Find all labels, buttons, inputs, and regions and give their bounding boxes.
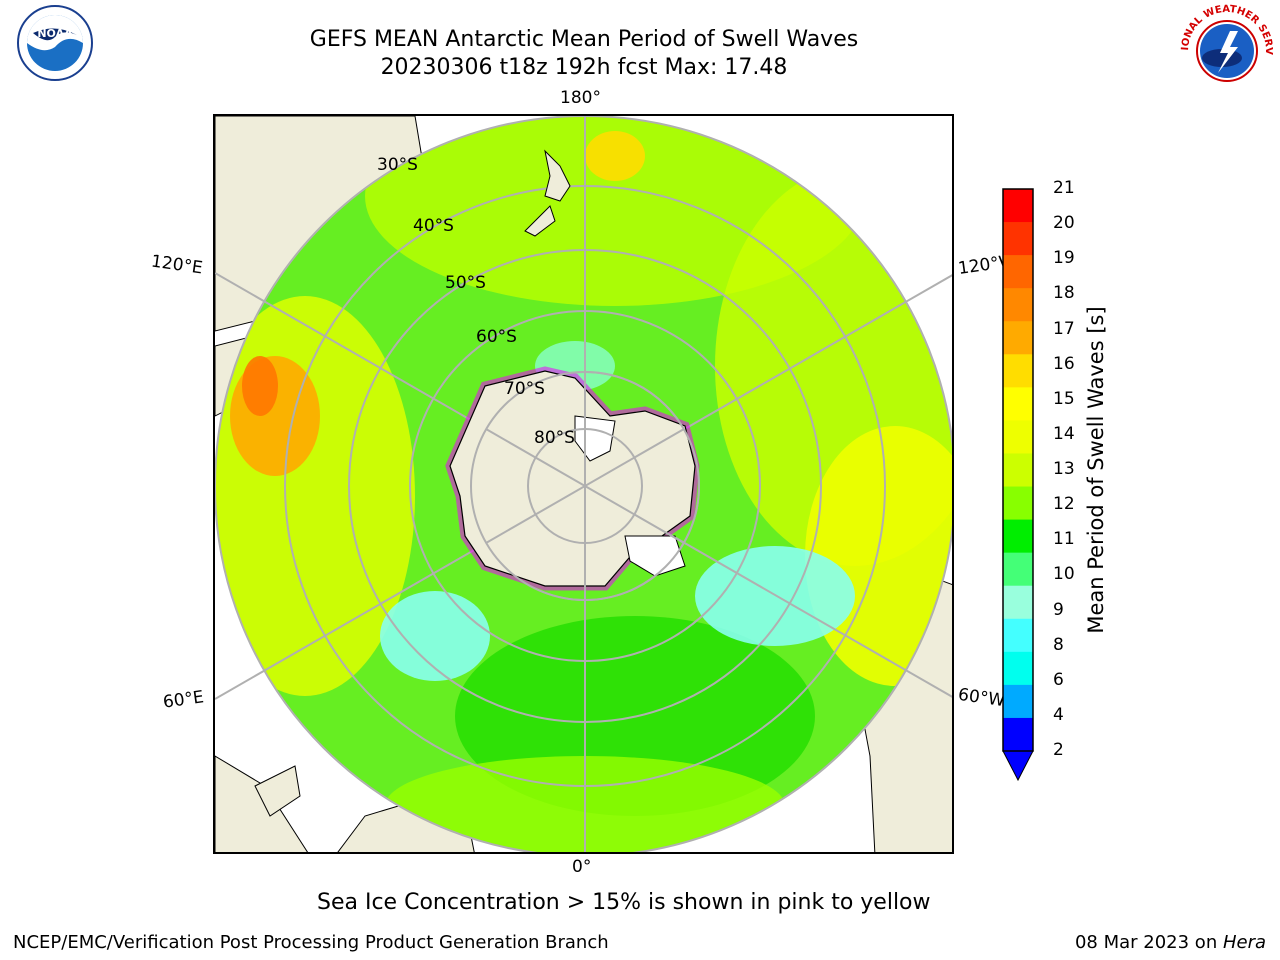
lon-label-0: 0° [572,857,592,877]
colorbar-segment [1003,552,1033,587]
lon-label-120e: 120°E [149,251,204,279]
lat-label-70s: 70°S [504,379,545,399]
colorbar-segment [1003,651,1033,686]
colorbar-tick-label: 9 [1053,599,1064,620]
colorbar-tick-label: 16 [1053,353,1075,374]
colorbar-segment [1003,321,1033,355]
nws-logo: NATIONAL WEATHER SERVICE [1174,0,1276,99]
map-subtitle: 20230306 t18z 192h fcst Max: 17.48 [380,55,788,80]
colorbar-segment [1003,519,1033,554]
colorbar-segment [1003,585,1033,620]
sea-ice-note: Sea Ice Concentration > 15% is shown in … [317,890,931,915]
colorbar-segment [1003,288,1033,322]
colorbar-tick-label: 20 [1053,213,1075,234]
colorbar-segment [1003,684,1033,719]
colorbar-tick-label: 14 [1053,423,1075,444]
colorbar-tick-label: 6 [1053,669,1064,690]
colorbar-segment [1003,387,1033,421]
colorbar-segment [1003,222,1033,256]
colorbar-tick-label: 21 [1053,178,1075,198]
colorbar-tick-label: 19 [1053,248,1075,269]
colorbar-tick-label: 4 [1053,704,1064,725]
new-zealand [524,149,571,237]
lat-label-30s: 30°S [377,155,418,175]
polar-map-canvas: 30°S 40°S 50°S 60°S 70°S 80°S [215,116,952,852]
colorbar-tick-label: 15 [1053,388,1075,409]
svg-text:NOAA: NOAA [37,27,73,40]
colorbar-segment [1003,618,1033,653]
lat-label-40s: 40°S [413,216,454,236]
lat-label-50s: 50°S [445,273,486,293]
colorbar-segment [1003,717,1033,752]
colorbar-segment [1003,354,1033,388]
lon-label-180: 180° [560,88,601,108]
map-title: GEFS MEAN Antarctic Mean Period of Swell… [309,27,859,52]
colorbar-tick-label: 8 [1053,634,1064,655]
lon-label-60e: 60°E [161,687,206,713]
colorbar [1002,188,1034,782]
colorbar-segment [1003,420,1033,454]
colorbar-tick-label: 12 [1053,494,1075,515]
colorbar-tick-label: 2 [1053,740,1064,760]
lon-label-60w: 60°W [956,684,1007,712]
colorbar-extend-arrow [1002,750,1034,782]
colorbar-tick-label: 11 [1053,529,1075,550]
colorbar-tick-label: 18 [1053,283,1075,304]
lat-label-80s: 80°S [534,428,575,448]
colorbar-tick-label: 10 [1053,564,1075,585]
footer-date: 08 Mar 2023 on Hera [1074,932,1266,953]
colorbar-segment [1003,453,1033,488]
lat-label-60s: 60°S [476,327,517,347]
colorbar-segment [1003,189,1033,223]
colorbar-tick-label: 17 [1053,318,1075,339]
colorbar-segment [1003,486,1033,521]
footer-credit: NCEP/EMC/Verification Post Processing Pr… [13,932,609,953]
polar-map: 30°S 40°S 50°S 60°S 70°S 80°S [213,114,954,854]
colorbar-segment [1003,255,1033,289]
colorbar-tick-label: 13 [1053,459,1075,479]
colorbar-label: Mean Period of Swell Waves [s] [1084,306,1108,634]
noaa-logo: NOAA [3,3,103,81]
